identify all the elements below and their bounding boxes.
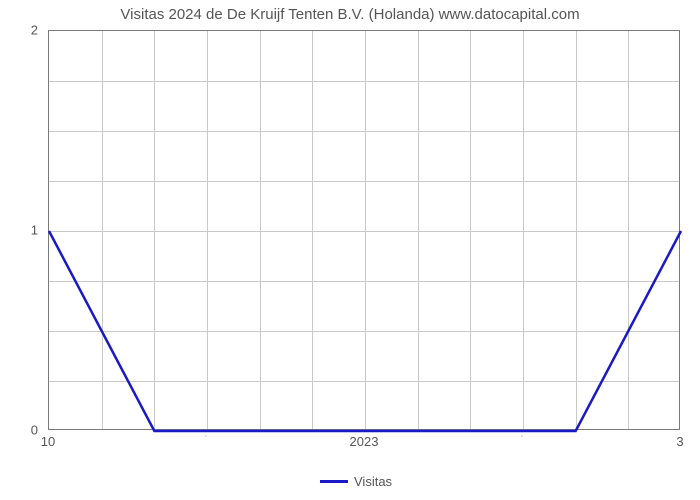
- y-axis-tick-label: 0: [0, 423, 38, 438]
- x-axis-tick-label: 10: [41, 434, 55, 449]
- chart-container: Visitas 2024 de De Kruijf Tenten B.V. (H…: [0, 0, 700, 500]
- line-series: [49, 31, 681, 431]
- chart-title: Visitas 2024 de De Kruijf Tenten B.V. (H…: [0, 6, 700, 23]
- x-axis-minor-tick: ': [205, 436, 206, 442]
- x-axis-minor-tick: ': [521, 436, 522, 442]
- legend: Visitas: [320, 474, 392, 489]
- y-axis-tick-label: 1: [0, 223, 38, 238]
- x-axis-tick-label: 2023: [350, 434, 379, 449]
- legend-swatch: [320, 480, 348, 483]
- x-axis-tick-label: 3: [676, 434, 683, 449]
- y-axis-tick-label: 2: [0, 23, 38, 38]
- legend-label: Visitas: [354, 474, 392, 489]
- plot-area: [48, 30, 680, 430]
